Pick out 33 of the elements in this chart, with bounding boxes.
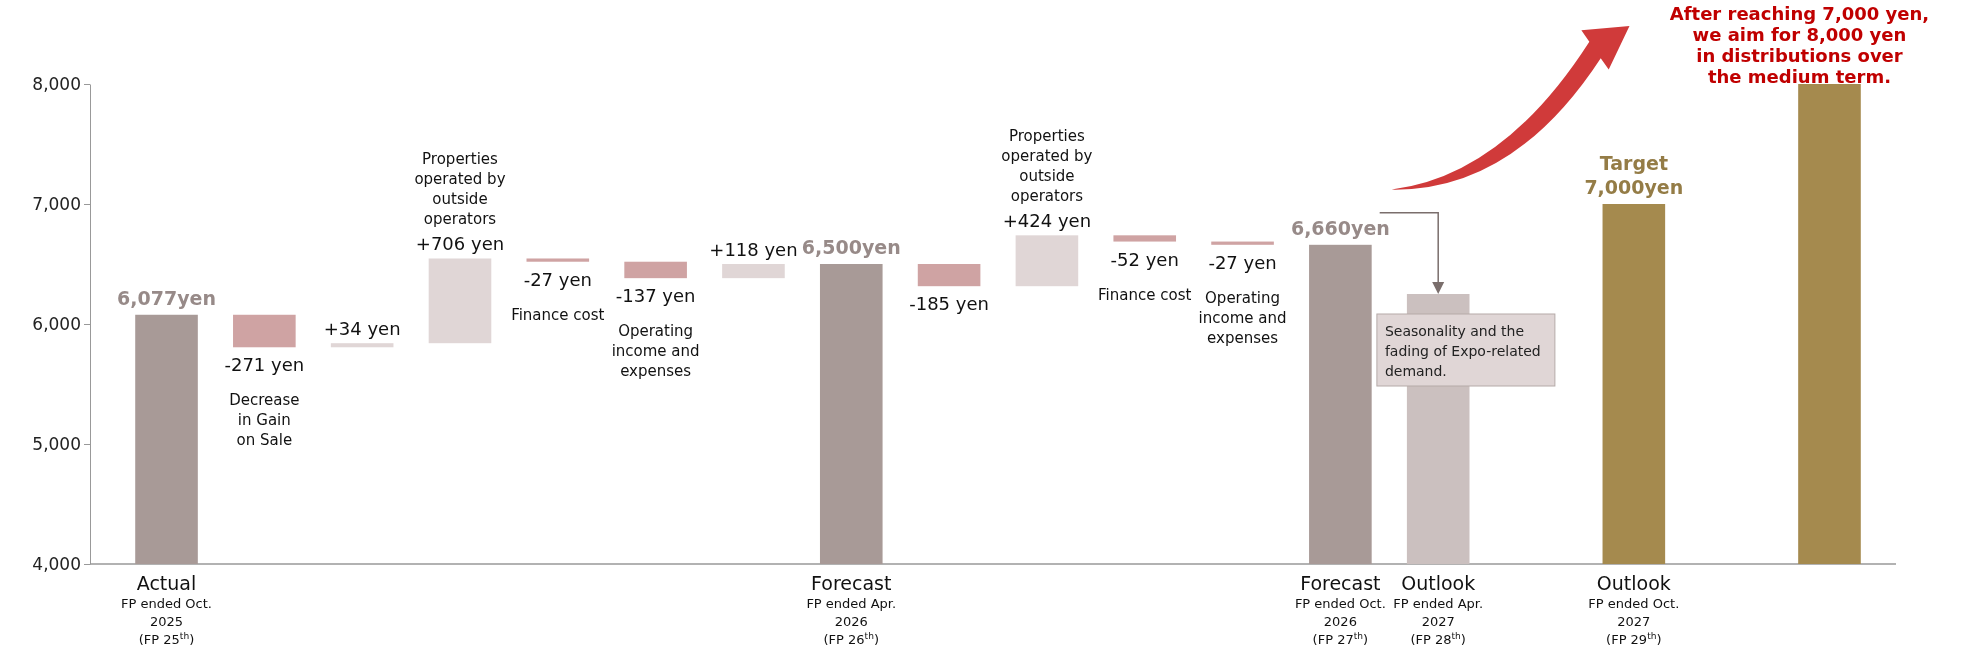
- x-tick-label: Finance cost: [511, 305, 605, 324]
- x-tick-label: Finance cost: [1098, 285, 1192, 304]
- x-tick-label: Actual FP ended Oct. 2025 (FP 25$^{th}$): [121, 572, 212, 647]
- data-label: -27 yen: [1208, 251, 1277, 273]
- x-tick-label: Decrease in Gain on Sale: [229, 391, 300, 450]
- x-tick-label: Outlook FP ended Apr. 2027 (FP 28$^{th}$): [1393, 572, 1484, 647]
- x-tick-label: Forecast FP ended Oct. 2026 (FP 27$^{th}$): [1294, 572, 1386, 647]
- x-tick-label: Properties operated by outside operators: [414, 150, 506, 229]
- y-tick-label: 7,000: [32, 193, 81, 214]
- data-label: +34 yen: [323, 318, 401, 340]
- x-tick-label: Forecast FP ended Apr. 2026 (FP 26$^{th}$): [806, 572, 897, 647]
- data-label: 6,077yen: [117, 286, 216, 309]
- data-label: +118 yen: [709, 239, 798, 260]
- data-label: 6,500yen: [801, 236, 901, 258]
- y-tick-label: 8,000: [32, 73, 81, 94]
- data-label: 6,660yen: [1290, 216, 1390, 239]
- y-tick-label: 6,000: [32, 313, 81, 334]
- annotation: After reaching 7,000 yen, we aim for 8,000 yen in distributions over the medium term.: [1669, 3, 1930, 87]
- annotation: Seasonality and the fading of Expo-related demand.: [1384, 323, 1541, 379]
- x-tick-label: Operating income and expenses: [1198, 288, 1287, 347]
- data-label: -185 yen: [909, 293, 989, 315]
- x-tick-label: Operating income and expenses: [611, 322, 700, 381]
- data-label: -137 yen: [615, 285, 696, 307]
- y-tick-label: 4,000: [32, 553, 81, 574]
- data-label: -271 yen: [224, 354, 305, 376]
- x-tick-label: Outlook FP ended Oct. 2027 (FP 29$^{th}$): [1588, 572, 1680, 647]
- data-label: -27 yen: [523, 268, 592, 290]
- data-label: Target 7,000yen: [1584, 152, 1684, 198]
- data-label: +706 yen: [415, 233, 505, 255]
- data-label: -52 yen: [1110, 248, 1179, 270]
- y-tick-label: 5,000: [32, 433, 81, 454]
- x-tick-label: Properties operated by outside operators: [1001, 127, 1093, 206]
- data-label: +424 yen: [1002, 210, 1092, 232]
